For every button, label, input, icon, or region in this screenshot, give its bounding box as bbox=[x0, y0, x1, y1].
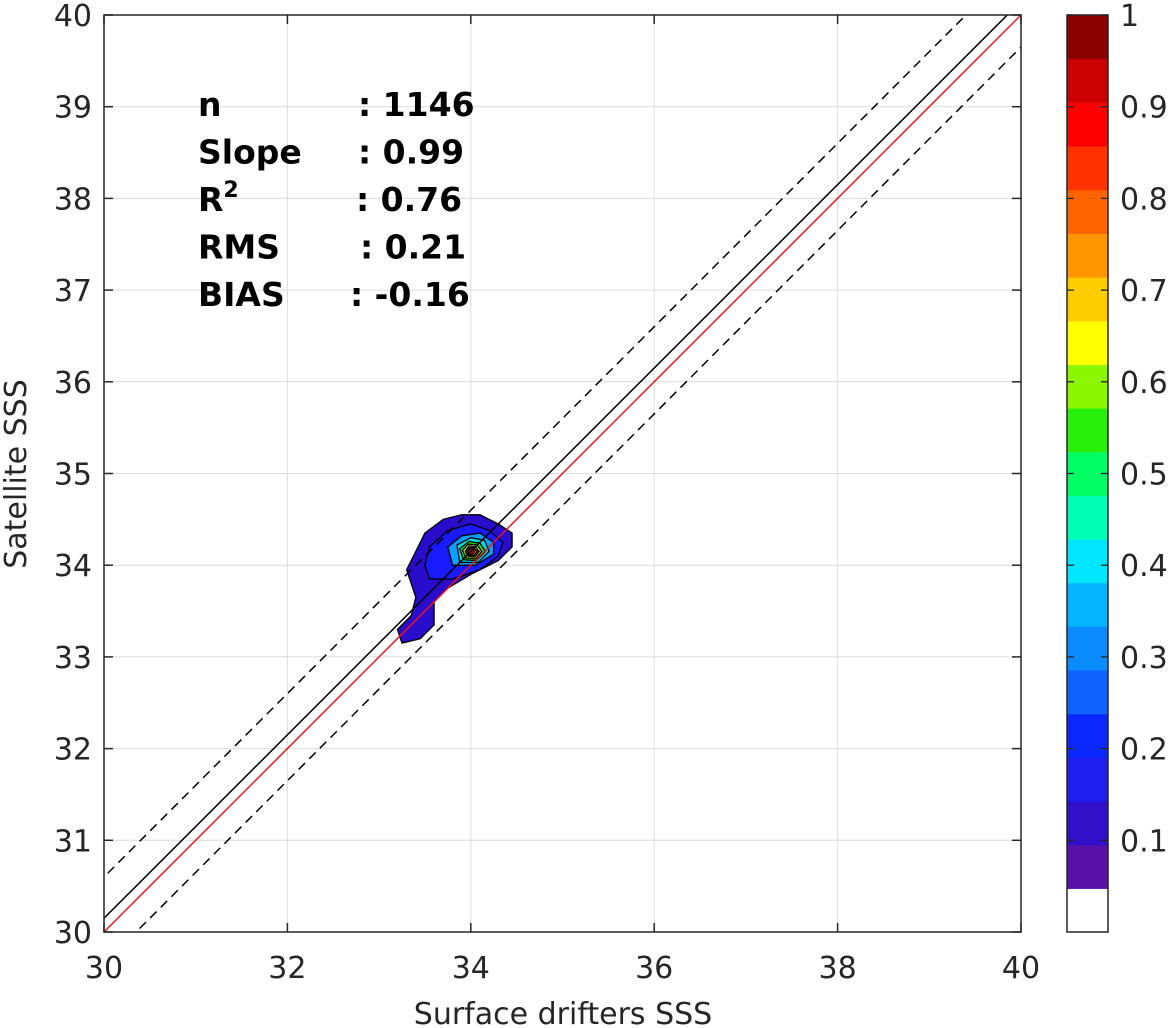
stat-label-0: n bbox=[198, 85, 222, 124]
colorbar-tick-label-0.5: 0.5 bbox=[1120, 458, 1168, 493]
y-tick-label-38: 38 bbox=[54, 182, 92, 217]
x-tick-label-40: 40 bbox=[1002, 951, 1040, 986]
y-tick-label-33: 33 bbox=[54, 641, 92, 676]
colorbar-segment-18 bbox=[1067, 102, 1108, 147]
x-tick-label-30: 30 bbox=[85, 951, 123, 986]
stat-value-0: : 1146 bbox=[358, 85, 475, 124]
y-tick-label-39: 39 bbox=[54, 91, 92, 126]
colorbar-segment-4 bbox=[1067, 713, 1108, 758]
colorbar-segment-11 bbox=[1067, 408, 1108, 453]
colorbar-segment-8 bbox=[1067, 539, 1108, 584]
stat-value-4: : -0.16 bbox=[350, 275, 470, 314]
colorbar-segment-14 bbox=[1067, 277, 1108, 322]
colorbar-tick-label-0.4: 0.4 bbox=[1120, 549, 1168, 584]
ref-line-lower-bound bbox=[135, 46, 1021, 932]
colorbar-segment-2 bbox=[1067, 801, 1108, 846]
y-tick-label-36: 36 bbox=[54, 366, 92, 401]
colorbar-tick-label-0.7: 0.7 bbox=[1120, 274, 1168, 309]
y-axis-label: Satellite SSS bbox=[0, 379, 34, 569]
colorbar-segment-3 bbox=[1067, 757, 1108, 802]
y-tick-label-40: 40 bbox=[54, 0, 92, 34]
colorbar-tick-label-0.1: 0.1 bbox=[1120, 824, 1168, 859]
colorbar-segment-0 bbox=[1067, 888, 1108, 933]
stat-label-4: BIAS bbox=[198, 275, 285, 314]
colorbar: 0.1 0.2 0.3 0.4 0.5 0.6 0.7 0.8 0.9 1 bbox=[1066, 0, 1168, 933]
colorbar-tick-label-0.2: 0.2 bbox=[1120, 733, 1168, 768]
colorbar-segment-7 bbox=[1067, 582, 1108, 627]
y-tick-label-34: 34 bbox=[54, 549, 92, 584]
colorbar-segment-9 bbox=[1067, 495, 1108, 540]
colorbar-segment-1 bbox=[1067, 844, 1108, 889]
ticks: 30 32 34 36 38 40 30 31 32 33 34 35 36 37 38 39 40 bbox=[54, 0, 1040, 986]
ref-line-identity bbox=[104, 15, 1009, 920]
colorbar-segment-13 bbox=[1067, 320, 1108, 365]
reference-lines bbox=[104, 15, 1021, 932]
y-tick-label-31: 31 bbox=[54, 824, 92, 859]
stat-value-3: : 0.21 bbox=[360, 228, 466, 267]
ref-line-fit bbox=[104, 15, 1021, 932]
grid bbox=[103, 14, 1022, 933]
y-tick-label-37: 37 bbox=[54, 274, 92, 309]
x-tick-label-36: 36 bbox=[635, 951, 673, 986]
colorbar-tick-label-0.9: 0.9 bbox=[1120, 91, 1168, 126]
colorbar-tick-label-0.6: 0.6 bbox=[1120, 366, 1168, 401]
y-tick-label-32: 32 bbox=[54, 733, 92, 768]
colorbar-tick-label-0.3: 0.3 bbox=[1120, 641, 1168, 676]
colorbar-segment-15 bbox=[1067, 233, 1108, 278]
colorbar-segment-20 bbox=[1067, 15, 1108, 60]
x-axis-label: Surface drifters SSS bbox=[414, 997, 712, 1028]
ref-line-upper-bound bbox=[104, 15, 968, 879]
x-tick-label-32: 32 bbox=[268, 951, 306, 986]
x-tick-label-38: 38 bbox=[819, 951, 857, 986]
stat-label-3: RMS bbox=[198, 228, 280, 267]
y-tick-label-35: 35 bbox=[54, 458, 92, 493]
x-tick-label-34: 34 bbox=[452, 951, 490, 986]
stat-value-2: : 0.76 bbox=[356, 180, 462, 219]
colorbar-segment-6 bbox=[1067, 626, 1108, 671]
colorbar-tick-label-0.8: 0.8 bbox=[1120, 182, 1168, 217]
y-tick-label-30: 30 bbox=[54, 916, 92, 951]
stat-label-1: Slope bbox=[198, 133, 302, 172]
stat-value-1: : 0.99 bbox=[358, 133, 464, 172]
stat-superscript: 2 bbox=[223, 178, 238, 203]
colorbar-segment-5 bbox=[1067, 670, 1108, 715]
colorbar-segment-19 bbox=[1067, 58, 1108, 103]
colorbar-segment-16 bbox=[1067, 189, 1108, 234]
colorbar-segment-12 bbox=[1067, 364, 1108, 409]
colorbar-segment-17 bbox=[1067, 146, 1108, 191]
colorbar-tick-label-1: 1 bbox=[1120, 0, 1139, 34]
